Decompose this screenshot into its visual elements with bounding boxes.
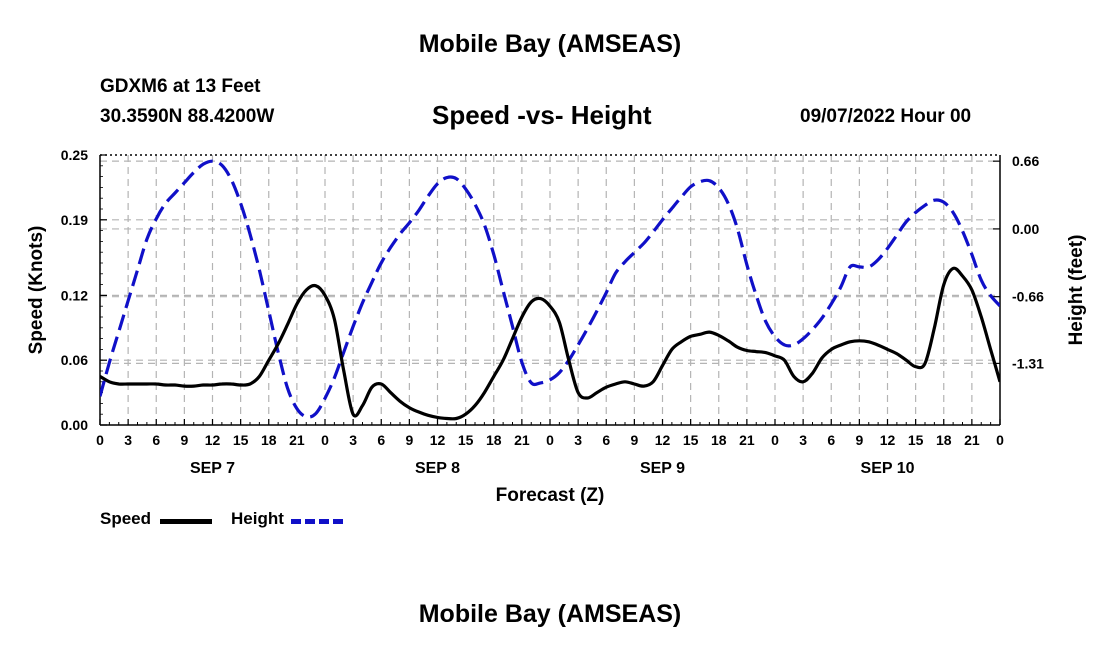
day-label: SEP 7: [190, 460, 235, 477]
x-tick-label: 12: [205, 432, 221, 448]
x-tick-label: 3: [349, 432, 357, 448]
x-tick-label: 6: [152, 432, 160, 448]
main-title: Mobile Bay (AMSEAS): [418, 30, 682, 58]
y-tick-label: 0.19: [61, 212, 88, 228]
legend-height-swatch: [291, 519, 343, 524]
y2-tick-label: 0.66: [1012, 153, 1039, 169]
y-tick-label: 0.06: [61, 352, 88, 368]
x-tick-label: 0: [771, 432, 779, 448]
x-tick-label: 18: [486, 432, 502, 448]
x-tick-label: 9: [630, 432, 638, 448]
x-tick-label: 9: [405, 432, 413, 448]
speed-series-line: [100, 266, 1000, 421]
y-tick-label: 0.12: [61, 287, 88, 303]
x-tick-label: 15: [458, 432, 474, 448]
y-tick-label: 0.00: [61, 417, 88, 433]
x-tick-label: 3: [124, 432, 132, 448]
legend-speed-swatch: [160, 519, 212, 524]
y-tick-label: 0.25: [61, 147, 88, 163]
y-axis-title: Speed (Knots): [26, 226, 47, 355]
y2-tick-label: -0.66: [1012, 289, 1044, 305]
x-tick-label: 21: [739, 432, 755, 448]
day-label: SEP 9: [640, 460, 685, 477]
chart-subtitle: Speed -vs- Height: [432, 100, 652, 130]
x-tick-label: 12: [880, 432, 896, 448]
x-tick-label: 0: [996, 432, 1004, 448]
x-tick-label: 6: [602, 432, 610, 448]
x-tick-label: 21: [289, 432, 305, 448]
x-tick-label: 18: [936, 432, 952, 448]
x-tick-label: 0: [321, 432, 329, 448]
coordinates-label: 30.3590N 88.4200W: [100, 106, 275, 127]
day-label: SEP 10: [861, 460, 915, 477]
y2-tick-label: 0.00: [1012, 221, 1039, 237]
height-series-line: [100, 159, 1000, 419]
bottom-title: Mobile Bay (AMSEAS): [418, 600, 682, 628]
y2-axis-title: Height (feet): [1066, 235, 1087, 346]
x-tick-label: 12: [430, 432, 446, 448]
x-tick-label: 0: [96, 432, 104, 448]
x-tick-label: 9: [180, 432, 188, 448]
station-label: GDXM6 at 13 Feet: [100, 76, 261, 97]
x-tick-label: 15: [233, 432, 249, 448]
x-tick-label: 21: [514, 432, 530, 448]
x-tick-label: 6: [827, 432, 835, 448]
x-tick-label: 18: [711, 432, 727, 448]
x-tick-label: 0: [546, 432, 554, 448]
legend-height-label: Height: [231, 509, 284, 528]
x-tick-label: 6: [377, 432, 385, 448]
x-tick-label: 15: [908, 432, 924, 448]
day-label: SEP 8: [415, 460, 460, 477]
x-tick-label: 15: [683, 432, 699, 448]
x-tick-label: 3: [799, 432, 807, 448]
x-tick-label: 9: [855, 432, 863, 448]
date-label: 09/07/2022 Hour 00: [800, 106, 972, 127]
legend-speed-label: Speed: [100, 509, 152, 528]
x-tick-label: 3: [574, 432, 582, 448]
x-axis-title: Forecast (Z): [496, 485, 605, 506]
x-tick-label: 21: [964, 432, 980, 448]
x-tick-label: 12: [655, 432, 671, 448]
x-tick-label: 18: [261, 432, 277, 448]
y2-tick-label: -1.31: [1012, 355, 1044, 371]
